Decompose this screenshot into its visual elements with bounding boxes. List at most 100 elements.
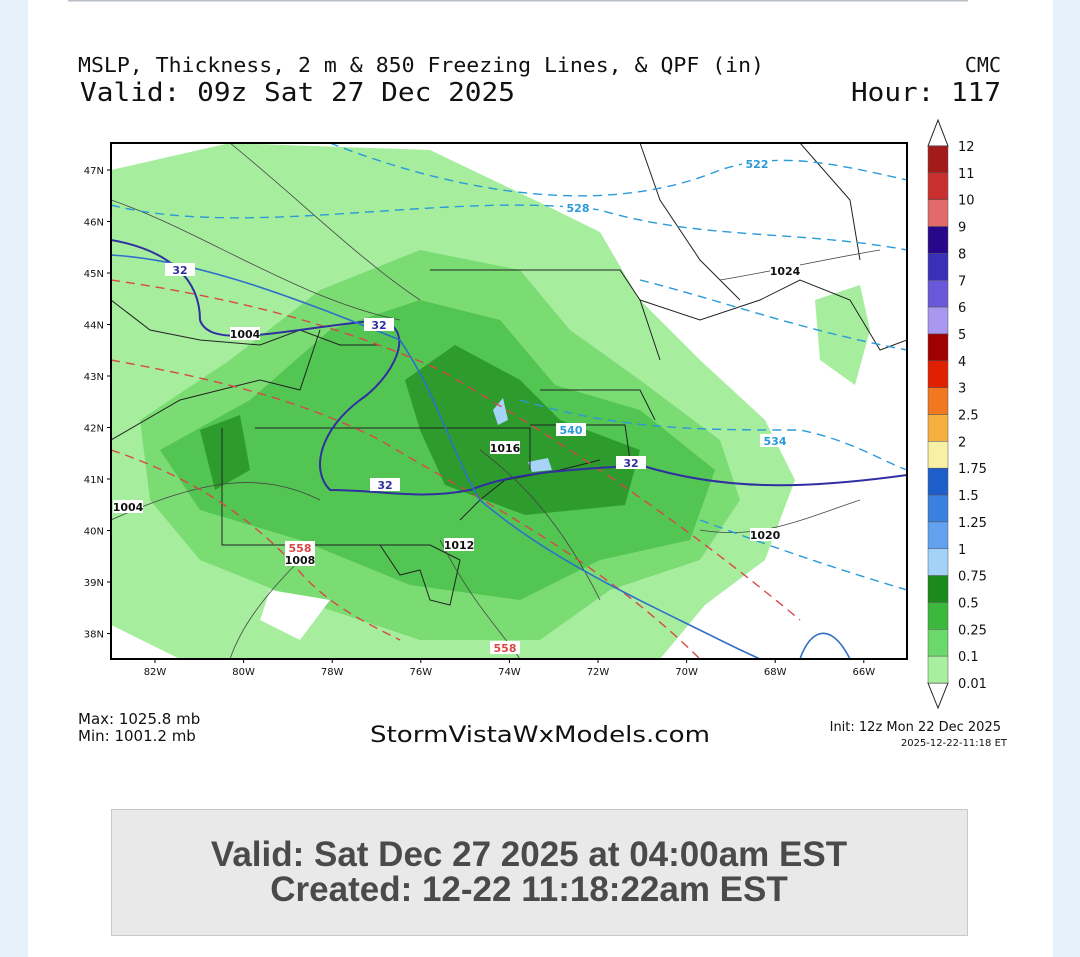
colorbar-swatch [927, 602, 949, 630]
contour-label: 540 [560, 424, 583, 437]
contour-label: 1016 [490, 442, 521, 455]
colorbar-label: 1.5 [958, 489, 979, 504]
lon-label: 82W [144, 667, 167, 678]
forecast-hour: Hour: 117 [851, 78, 1001, 108]
contour-label: 1004 [230, 328, 261, 341]
model-name: CMC [965, 53, 1001, 77]
contour-label-bg [230, 327, 260, 340]
contour-label-bg [285, 553, 315, 566]
colorbar-label: 0.1 [958, 650, 979, 665]
colorbar-label: 2.5 [958, 409, 979, 424]
colorbar-label: 8 [958, 247, 966, 262]
lat-label: 44N [84, 321, 104, 332]
contour-label-bg [563, 201, 593, 214]
contour-label-bg [113, 500, 143, 513]
colorbar-swatch [927, 199, 949, 227]
colorbar-label: 0.5 [958, 596, 979, 611]
contour-label: 1004 [113, 501, 144, 514]
map [111, 143, 907, 659]
colorbar-label: 1.25 [958, 516, 987, 531]
colorbar-swatch [927, 387, 949, 415]
colorbar-label: 4 [958, 355, 966, 370]
lat-label: 43N [84, 372, 104, 383]
lon-label: 68W [764, 667, 787, 678]
contour-label-bg [285, 541, 315, 554]
lat-label: 45N [84, 269, 104, 280]
lat-label: 38N [84, 630, 104, 641]
contour-label: 558 [289, 542, 312, 555]
colorbar-label: 3 [958, 382, 966, 397]
contour-label-bg [165, 263, 195, 276]
colorbar-swatch [927, 521, 949, 550]
colorbar-swatch [927, 360, 949, 388]
contour-label-bg [770, 264, 800, 277]
lon-label: 78W [321, 667, 344, 678]
colorbar-swatch [927, 280, 949, 308]
site-name: StormVistaWxModels.com [370, 723, 710, 748]
contour-label-bg [760, 434, 790, 447]
contour-label-bg [370, 478, 400, 491]
lon-label: 66W [852, 667, 875, 678]
contour-label-bg [556, 423, 586, 436]
contour-label: 32 [172, 264, 187, 277]
contour-label-bg [444, 538, 474, 551]
lon-label: 80W [232, 667, 255, 678]
colorbar-label: 0.25 [958, 623, 987, 638]
contour-label: 522 [746, 158, 769, 171]
contour-label-bg [742, 157, 772, 170]
colorbar-swatch [927, 494, 949, 523]
colorbar-label: 12 [958, 140, 975, 155]
lon-label: 76W [409, 667, 432, 678]
contour-label-bg [616, 456, 646, 469]
colorbar-label: 1.75 [958, 462, 987, 477]
colorbar-swatch [927, 467, 949, 496]
lon-label: 70W [675, 667, 698, 678]
lat-label: 42N [84, 424, 104, 435]
colorbar-label: 7 [958, 274, 966, 289]
min-pressure: Min: 1001.2 mb [78, 727, 196, 745]
map-title: MSLP, Thickness, 2 m & 850 Freezing Line… [78, 53, 764, 77]
colorbar-swatch [927, 333, 949, 362]
colorbar-swatch [927, 145, 949, 174]
colorbar-swatch [927, 253, 949, 281]
contour-label: 1012 [444, 539, 475, 552]
colorbar-swatch [927, 548, 949, 576]
valid-time: Valid: 09z Sat 27 Dec 2025 [80, 78, 515, 108]
lat-label: 40N [84, 527, 104, 538]
timestamp: 2025-12-22-11:18 ET [901, 738, 1008, 749]
contour-label-bg [490, 441, 520, 454]
colorbar-swatch [927, 575, 949, 603]
contour-label: 558 [494, 642, 517, 655]
colorbar-label: 0.01 [958, 677, 987, 692]
lat-label: 47N [84, 166, 104, 177]
colorbar-label: 11 [958, 167, 975, 182]
colorbar: 12 11 10 9 8 7 6 5 4 3 2.5 2 1.75 1.5 1.25 1 0.75 0.5 0.25… [927, 118, 987, 710]
contour-label-bg [364, 318, 394, 331]
contour-label: 528 [567, 202, 590, 215]
colorbar-label: 10 [958, 194, 975, 209]
contour-label: 32 [377, 479, 392, 492]
colorbar-label: 9 [958, 221, 966, 236]
colorbar-label: 2 [958, 435, 966, 450]
caption-valid: Valid: Sat Dec 27 2025 at 04:00am EST [211, 835, 847, 874]
max-pressure: Max: 1025.8 mb [78, 710, 200, 728]
lon-label: 72W [587, 667, 610, 678]
lat-label: 46N [84, 218, 104, 229]
colorbar-swatch [927, 441, 949, 469]
colorbar-swatch [927, 172, 949, 200]
colorbar-label: 1 [958, 543, 966, 558]
lat-label: 41N [84, 475, 104, 486]
contour-label: 1008 [285, 554, 316, 567]
contour-label-bg [750, 528, 780, 541]
contour-label: 1024 [770, 265, 801, 278]
colorbar-label: 0.75 [958, 570, 987, 585]
colorbar-label: 6 [958, 301, 966, 316]
lon-labels: 82W 80W 78W 76W 74W 72W 70W 68W 66W [144, 659, 875, 678]
contour-label: 32 [371, 319, 386, 332]
colorbar-swatch [927, 414, 949, 442]
colorbar-swatch [927, 226, 949, 254]
contour-label: 32 [623, 457, 638, 470]
